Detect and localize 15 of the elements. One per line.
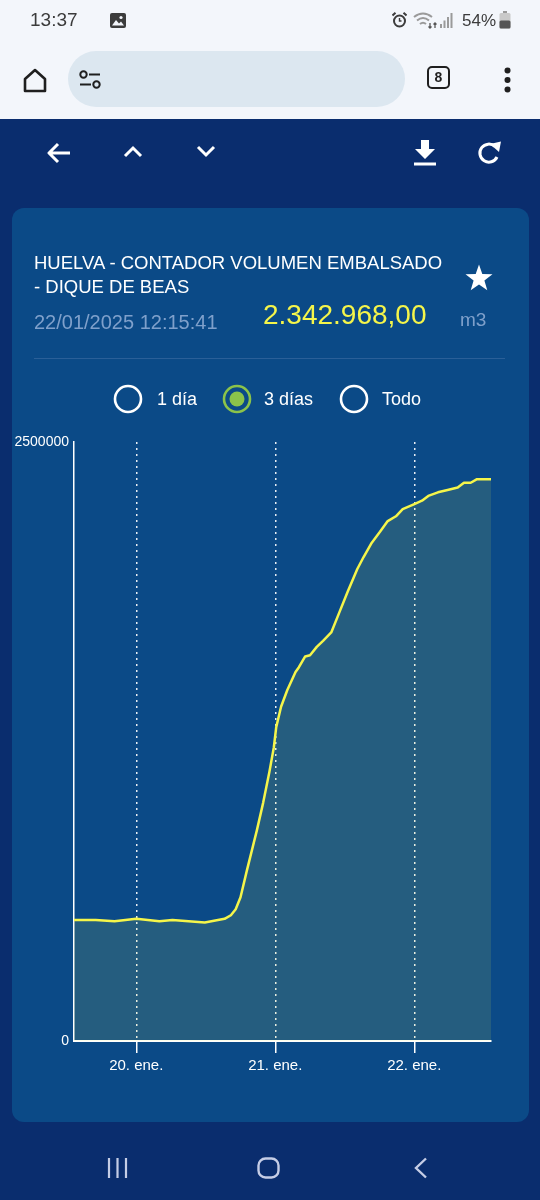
chart-subtitle: 22/01/2025 12:15:41 bbox=[34, 311, 218, 333]
tab-switcher: 8 bbox=[427, 66, 450, 89]
x-tick-label: 21. ene. bbox=[248, 1056, 303, 1074]
x-tick-label: 20. ene. bbox=[109, 1056, 164, 1074]
text: 2.342.968,00 bbox=[263, 299, 427, 330]
text: 13:37 bbox=[30, 9, 78, 30]
chart-title: HUELVA - CONTADOR VOLUMEN EMBALSADO - DIQUE DE BEAS bbox=[34, 251, 444, 299]
text: Todo bbox=[382, 389, 422, 409]
x-tick-label: 22. ene. bbox=[387, 1056, 442, 1074]
text: m3 bbox=[460, 309, 487, 330]
text: 1 día bbox=[157, 389, 198, 409]
y-tick-label: 0 bbox=[61, 1031, 70, 1048]
y-tick-label: 2500000 bbox=[14, 432, 70, 449]
text: 3 días bbox=[264, 389, 314, 409]
text: 54% bbox=[462, 11, 497, 31]
